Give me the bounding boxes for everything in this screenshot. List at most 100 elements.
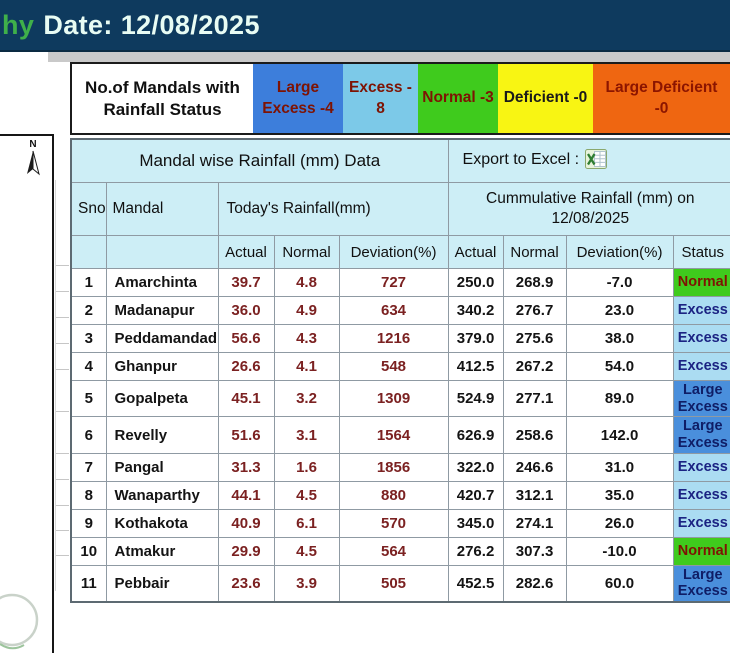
gutter-row-line — [56, 411, 69, 412]
cell-t-dev: 1856 — [338, 452, 449, 482]
cell-t-normal: 1.6 — [273, 452, 340, 482]
cell-mandal: Amarchinta — [105, 268, 219, 297]
cell-mandal: Wanaparthy — [105, 480, 219, 510]
map-border-top — [0, 134, 54, 136]
cell-t-dev: 548 — [338, 352, 449, 381]
column-subheader: Deviation(%) — [338, 235, 449, 269]
column-subheader: Actual — [447, 235, 504, 269]
excel-export-icon[interactable] — [585, 148, 608, 174]
cell-t-actual: 31.3 — [217, 452, 275, 482]
cell-c-normal: 282.6 — [502, 564, 567, 603]
cell-t-dev: 634 — [338, 296, 449, 325]
gutter-row-line — [56, 555, 69, 556]
gutter-row-line — [56, 505, 69, 506]
cell-sno: 11 — [70, 564, 107, 603]
cell-c-dev: 89.0 — [565, 379, 674, 418]
north-compass-icon: N — [24, 140, 42, 181]
cell-t-normal: 4.8 — [273, 268, 340, 297]
subheader-empty — [105, 235, 219, 269]
cell-c-dev: 35.0 — [565, 480, 674, 510]
gutter-row-line — [56, 479, 69, 480]
gutter-row-line — [56, 265, 69, 266]
table-row: 8 Wanaparthy 44.1 4.5 880 420.7 312.1 35.0 Exces… — [70, 480, 730, 510]
status-badge: Large Excess — [672, 564, 730, 603]
map-panel: N — [0, 62, 55, 653]
gutter-divider — [55, 180, 56, 591]
cell-mandal: Pangal — [105, 452, 219, 482]
cell-c-actual: 379.0 — [447, 324, 504, 353]
table-row: 9 Kothakota 40.9 6.1 570 345.0 274.1 26.0 Excess — [70, 508, 730, 538]
cell-c-dev: 23.0 — [565, 296, 674, 325]
cell-c-normal: 307.3 — [502, 536, 567, 566]
cell-c-actual: 250.0 — [447, 268, 504, 297]
table-row: 6 Revelly 51.6 3.1 1564 626.9 258.6 142.0 Large … — [70, 416, 730, 454]
cell-c-normal: 274.1 — [502, 508, 567, 538]
subheader-row: Actual Normal Deviation(%) Actual Normal Devi… — [70, 235, 730, 269]
cell-t-normal: 3.2 — [273, 379, 340, 418]
status-badge: Normal — [672, 268, 730, 297]
cell-c-normal: 276.7 — [502, 296, 567, 325]
cell-mandal: Ghanpur — [105, 352, 219, 381]
cell-t-dev: 564 — [338, 536, 449, 566]
cell-t-normal: 3.9 — [273, 564, 340, 603]
export-label: Export to Excel : — [462, 150, 580, 168]
column-header-sno: Sno — [70, 182, 107, 236]
status-badge: Large Excess — [672, 416, 730, 454]
cell-c-actual: 452.5 — [447, 564, 504, 603]
status-badge: Normal — [672, 536, 730, 566]
north-arrow-icon — [27, 150, 40, 176]
cell-sno: 9 — [70, 508, 107, 538]
cell-t-normal: 4.5 — [273, 536, 340, 566]
table-row: 7 Pangal 31.3 1.6 1856 322.0 246.6 31.0 Excess — [70, 452, 730, 482]
cell-t-dev: 880 — [338, 480, 449, 510]
status-badge: Excess — [672, 508, 730, 538]
legend-item: Large Deficient -0 — [593, 64, 730, 133]
cell-c-dev: 26.0 — [565, 508, 674, 538]
cell-t-normal: 4.5 — [273, 480, 340, 510]
gutter-row-line — [56, 369, 69, 370]
cell-sno: 4 — [70, 352, 107, 381]
cell-c-actual: 345.0 — [447, 508, 504, 538]
divider-strip — [48, 52, 730, 62]
cell-c-actual: 626.9 — [447, 416, 504, 454]
cell-t-normal: 4.9 — [273, 296, 340, 325]
cell-c-actual: 524.9 — [447, 379, 504, 418]
cell-c-normal: 246.6 — [502, 452, 567, 482]
cell-sno: 10 — [70, 536, 107, 566]
cell-c-actual: 322.0 — [447, 452, 504, 482]
cell-c-dev: 60.0 — [565, 564, 674, 603]
cell-mandal: Pebbair — [105, 564, 219, 603]
cell-mandal: Revelly — [105, 416, 219, 454]
gutter-row-line — [56, 291, 69, 292]
cell-sno: 6 — [70, 416, 107, 454]
cell-t-actual: 23.6 — [217, 564, 275, 603]
cell-t-dev: 727 — [338, 268, 449, 297]
cell-t-actual: 56.6 — [217, 324, 275, 353]
cell-c-actual: 340.2 — [447, 296, 504, 325]
cell-t-actual: 44.1 — [217, 480, 275, 510]
rainfall-table: Mandal wise Rainfall (mm) Data Export to… — [70, 138, 730, 604]
cell-t-normal: 4.3 — [273, 324, 340, 353]
cell-t-actual: 51.6 — [217, 416, 275, 454]
cell-sno: 1 — [70, 268, 107, 297]
status-badge: Large Excess — [672, 379, 730, 418]
cell-t-normal: 3.1 — [273, 416, 340, 454]
cell-t-dev: 570 — [338, 508, 449, 538]
status-badge: Excess — [672, 480, 730, 510]
cell-sno: 2 — [70, 296, 107, 325]
cell-mandal: Peddamandadi — [105, 324, 219, 353]
table-row: 1 Amarchinta 39.7 4.8 727 250.0 268.9 -7.0 Norma… — [70, 268, 730, 297]
gutter-row-line — [56, 317, 69, 318]
legend-items: Large Excess -4 Excess - 8 Normal -3 Defici… — [253, 64, 730, 133]
cell-c-dev: 38.0 — [565, 324, 674, 353]
cell-t-actual: 45.1 — [217, 379, 275, 418]
cell-c-dev: 31.0 — [565, 452, 674, 482]
cell-mandal: Kothakota — [105, 508, 219, 538]
report-date: Date: 12/08/2025 — [43, 9, 260, 40]
gutter-row-line — [56, 343, 69, 344]
table-title: Mandal wise Rainfall (mm) Data — [70, 138, 449, 183]
cell-c-actual: 276.2 — [447, 536, 504, 566]
cell-t-dev: 505 — [338, 564, 449, 603]
cell-sno: 3 — [70, 324, 107, 353]
page-title-fragment: hy — [2, 9, 35, 40]
